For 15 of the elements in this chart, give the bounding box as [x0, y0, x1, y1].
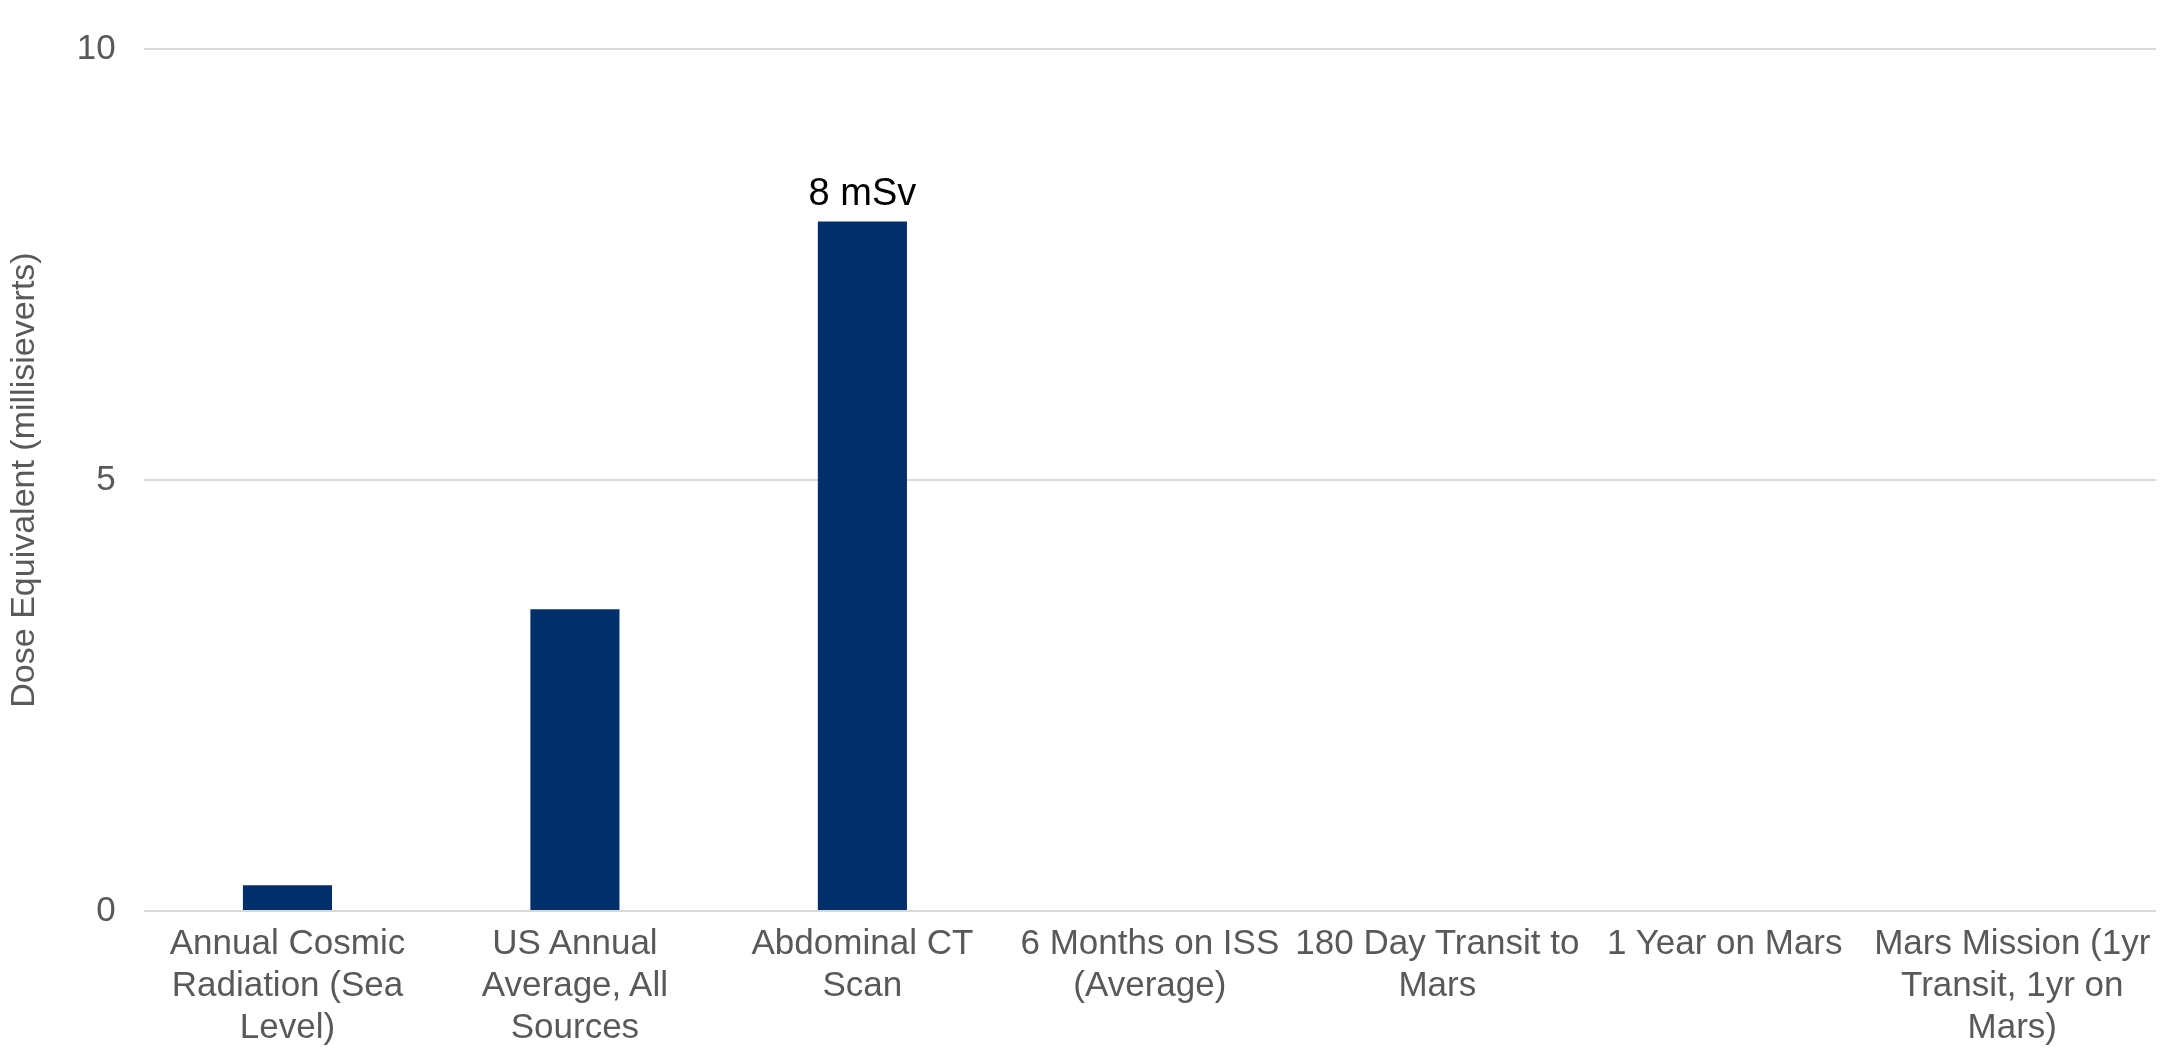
y-axis-title: Dose Equivalent (millisieverts) [2, 252, 41, 708]
bar [530, 609, 620, 910]
x-tick-label: 6 Months on ISS (Average) [1020, 921, 1280, 1003]
bar [242, 885, 333, 910]
y-tick-label: 0 [96, 888, 116, 928]
bar [817, 221, 907, 910]
data-label: 8 mSv [808, 170, 917, 213]
x-tick-label: Abdominal CT Scan [751, 921, 974, 1003]
y-tick-label: 10 [76, 26, 116, 66]
x-tick-label: 180 Day Transit to Mars [1295, 921, 1580, 1003]
x-tick-label: 1 Year on Mars [1607, 921, 1843, 961]
x-tick-label: Mars Mission (1yr Transit, 1yr on Mars) [1874, 921, 2151, 1045]
y-tick-label: 5 [96, 457, 116, 497]
x-tick-label: US Annual Average, All Sources [481, 921, 669, 1045]
x-tick-label: Annual Cosmic Radiation (Sea Level) [169, 921, 406, 1045]
